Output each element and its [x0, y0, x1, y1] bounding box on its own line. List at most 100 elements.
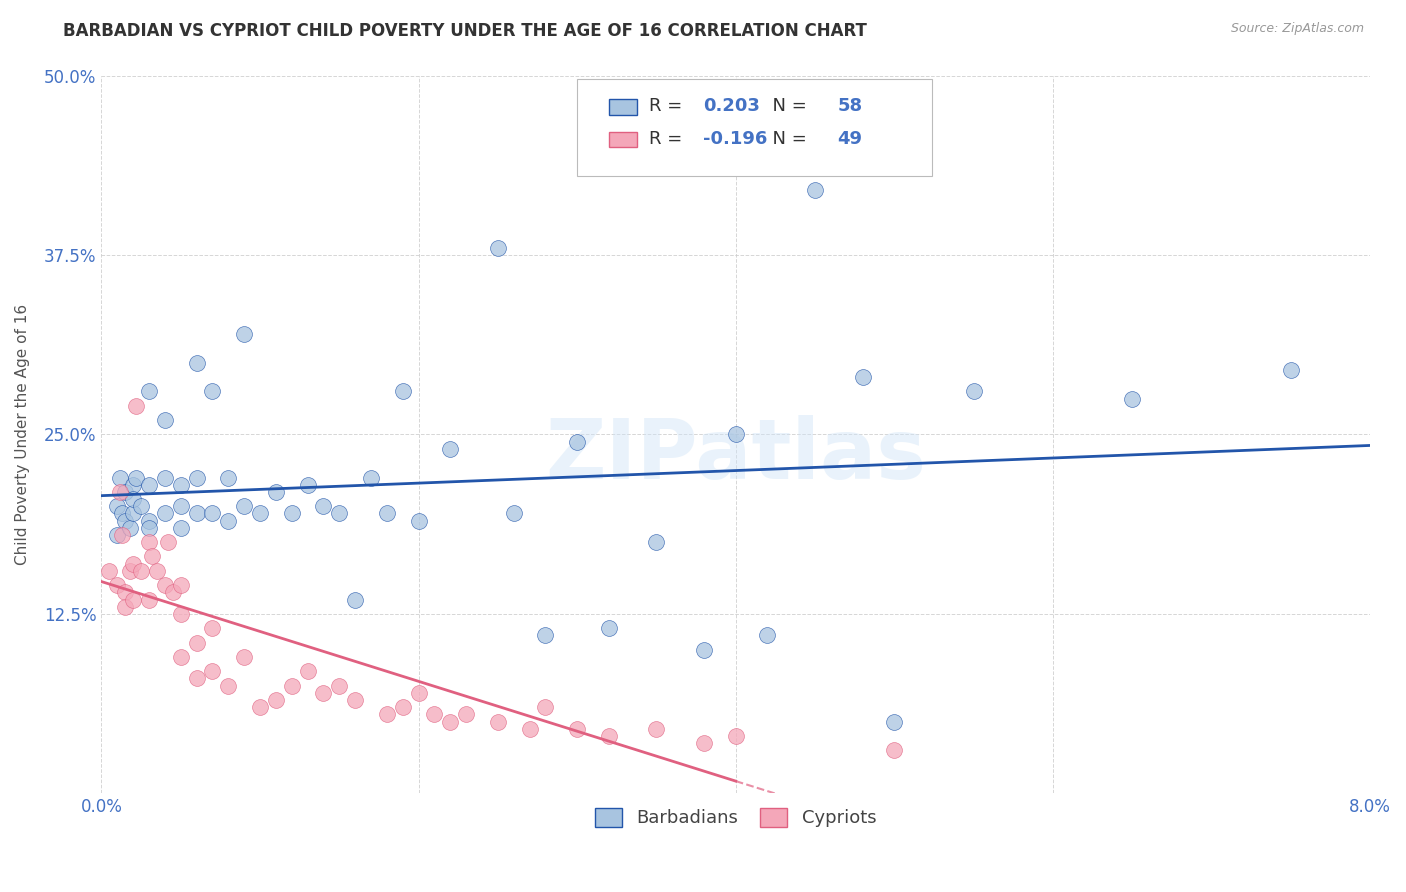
- Point: [249, 507, 271, 521]
- Point: [169, 578, 191, 592]
- Point: [186, 672, 208, 686]
- Point: [138, 592, 160, 607]
- Point: [439, 442, 461, 456]
- Point: [724, 427, 747, 442]
- Point: [502, 507, 524, 521]
- Point: [297, 477, 319, 491]
- Point: [312, 686, 335, 700]
- Point: [105, 528, 128, 542]
- Point: [141, 549, 163, 564]
- Point: [375, 507, 398, 521]
- Point: [169, 650, 191, 665]
- Point: [186, 470, 208, 484]
- Point: [138, 521, 160, 535]
- Point: [129, 500, 152, 514]
- Point: [118, 564, 141, 578]
- Point: [153, 470, 176, 484]
- Point: [598, 729, 620, 743]
- Text: 58: 58: [837, 97, 862, 115]
- Point: [962, 384, 984, 399]
- Point: [297, 665, 319, 679]
- Point: [169, 477, 191, 491]
- Point: [111, 507, 134, 521]
- Point: [153, 578, 176, 592]
- Point: [344, 693, 367, 707]
- Point: [360, 470, 382, 484]
- Point: [1279, 363, 1302, 377]
- Point: [804, 183, 827, 197]
- Point: [114, 599, 136, 614]
- Point: [565, 722, 588, 736]
- Point: [645, 535, 668, 549]
- Point: [852, 370, 875, 384]
- Legend: Barbadians, Cypriots: Barbadians, Cypriots: [588, 801, 883, 835]
- Text: 49: 49: [837, 129, 862, 148]
- Point: [98, 564, 121, 578]
- Point: [217, 679, 239, 693]
- Point: [456, 707, 478, 722]
- Point: [201, 621, 224, 635]
- FancyBboxPatch shape: [576, 79, 932, 176]
- Point: [201, 384, 224, 399]
- Point: [169, 607, 191, 621]
- Point: [186, 356, 208, 370]
- Point: [486, 714, 509, 729]
- Point: [169, 500, 191, 514]
- Point: [1121, 392, 1143, 406]
- Point: [111, 528, 134, 542]
- Point: [233, 326, 256, 341]
- Point: [146, 564, 169, 578]
- Point: [233, 650, 256, 665]
- Point: [105, 500, 128, 514]
- Point: [114, 514, 136, 528]
- Point: [153, 413, 176, 427]
- Point: [125, 470, 148, 484]
- Point: [122, 507, 145, 521]
- Point: [883, 743, 905, 757]
- Point: [724, 729, 747, 743]
- Point: [423, 707, 446, 722]
- Bar: [609, 99, 637, 115]
- Text: R =: R =: [650, 129, 689, 148]
- Text: BARBADIAN VS CYPRIOT CHILD POVERTY UNDER THE AGE OF 16 CORRELATION CHART: BARBADIAN VS CYPRIOT CHILD POVERTY UNDER…: [63, 22, 868, 40]
- Point: [693, 642, 716, 657]
- Point: [534, 700, 557, 714]
- Point: [138, 535, 160, 549]
- Text: 0.203: 0.203: [703, 97, 759, 115]
- Point: [439, 714, 461, 729]
- Point: [122, 557, 145, 571]
- Point: [328, 679, 350, 693]
- Point: [118, 521, 141, 535]
- Point: [153, 507, 176, 521]
- Point: [328, 507, 350, 521]
- Point: [110, 470, 132, 484]
- Text: R =: R =: [650, 97, 689, 115]
- Text: N =: N =: [761, 129, 813, 148]
- Point: [883, 714, 905, 729]
- Point: [391, 384, 413, 399]
- Point: [408, 686, 430, 700]
- Point: [162, 585, 184, 599]
- Bar: [609, 132, 637, 147]
- Text: N =: N =: [761, 97, 813, 115]
- Point: [565, 434, 588, 449]
- Point: [217, 514, 239, 528]
- Point: [408, 514, 430, 528]
- Point: [110, 484, 132, 499]
- Point: [249, 700, 271, 714]
- Point: [486, 241, 509, 255]
- Point: [264, 484, 287, 499]
- Point: [169, 521, 191, 535]
- Point: [114, 585, 136, 599]
- Point: [264, 693, 287, 707]
- Y-axis label: Child Poverty Under the Age of 16: Child Poverty Under the Age of 16: [15, 304, 30, 565]
- Point: [645, 722, 668, 736]
- Point: [344, 592, 367, 607]
- Point: [233, 500, 256, 514]
- Point: [122, 592, 145, 607]
- Point: [129, 564, 152, 578]
- Point: [201, 507, 224, 521]
- Point: [312, 500, 335, 514]
- Point: [125, 399, 148, 413]
- Point: [534, 628, 557, 642]
